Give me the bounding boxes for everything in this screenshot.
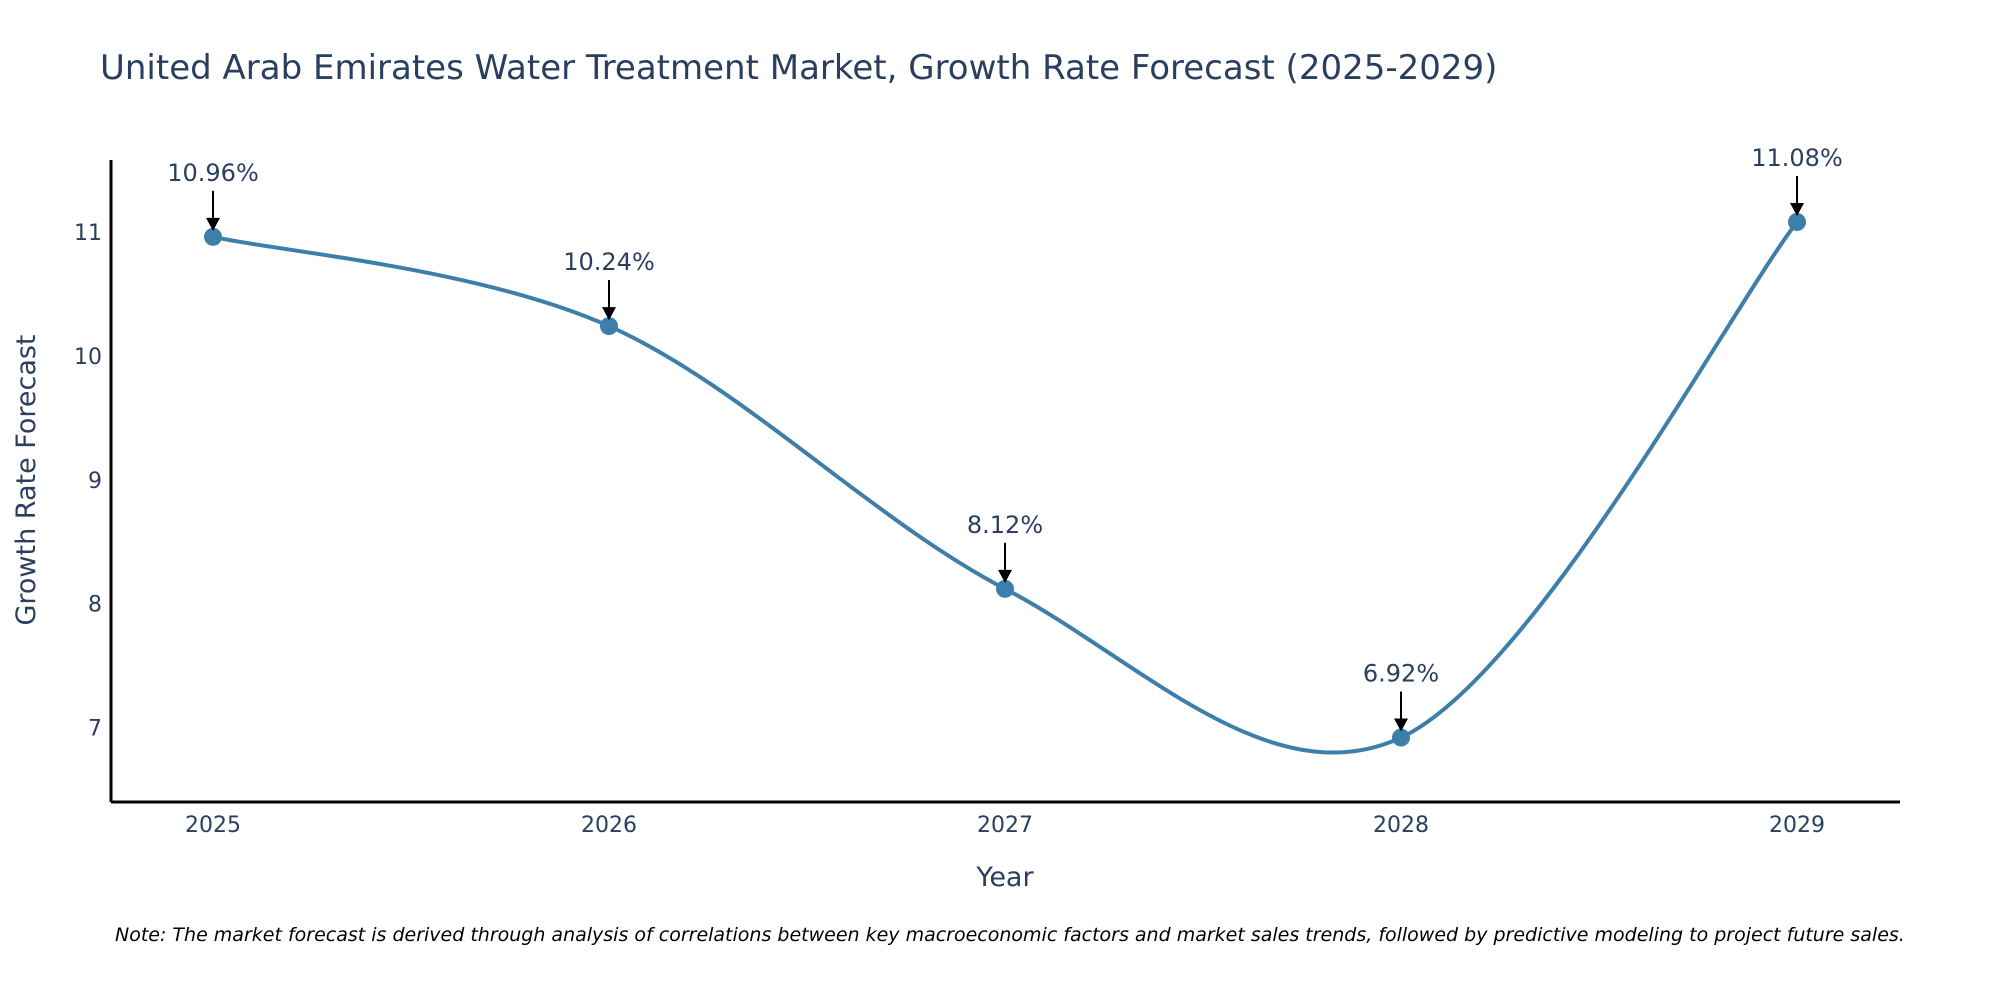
y-tick-label: 10	[74, 345, 102, 370]
data-point	[1788, 212, 1806, 231]
y-axis-title: Growth Rate Forecast	[11, 334, 42, 625]
annotation-arrow-head	[1394, 718, 1408, 732]
annotation-arrow-head	[602, 307, 616, 321]
data-label: 6.92%	[1363, 660, 1439, 688]
x-tick-label: 2029	[1769, 813, 1825, 838]
x-tick-label: 2028	[1373, 813, 1429, 838]
data-label: 11.08%	[1751, 144, 1843, 172]
data-point	[600, 317, 618, 336]
series-line	[212, 220, 1799, 755]
x-tick-label: 2026	[581, 813, 637, 838]
chart-note: Note: The market forecast is derived thr…	[115, 924, 1905, 946]
data-point	[996, 579, 1014, 598]
x-axis-title: Year	[975, 862, 1034, 893]
y-tick-label: 7	[88, 717, 102, 742]
series-markers	[204, 212, 1806, 747]
annotation-arrow-head	[1790, 202, 1804, 216]
x-tick-label: 2025	[185, 813, 241, 838]
data-label: 10.24%	[563, 248, 655, 276]
annotation-arrow-head	[206, 217, 220, 231]
chart-title: United Arab Emirates Water Treatment Mar…	[100, 48, 1497, 88]
data-point	[204, 227, 222, 246]
data-label: 10.96%	[167, 159, 259, 187]
y-tick-label: 11	[74, 221, 102, 246]
y-axis-ticks: 7 8 9 10 11	[74, 221, 102, 742]
data-point	[1392, 728, 1410, 747]
data-label: 8.12%	[967, 511, 1043, 539]
x-axis-ticks: 2025 2026 2027 2028 2029	[185, 813, 1825, 838]
y-tick-label: 9	[88, 469, 102, 494]
x-tick-label: 2027	[977, 813, 1033, 838]
y-tick-label: 8	[88, 593, 102, 618]
annotation-arrow-head	[998, 569, 1012, 583]
data-annotations: 10.96% 10.24% 8.12% 6.92% 11.08%	[167, 144, 1843, 732]
